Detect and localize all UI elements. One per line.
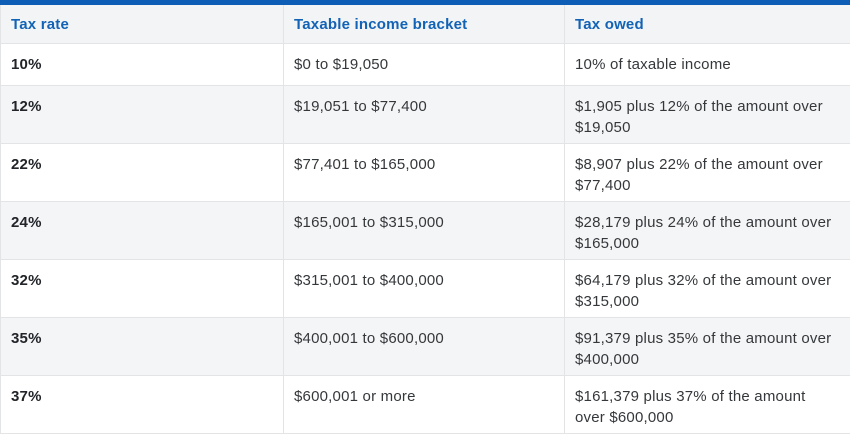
table-row: 37% $600,001 or more $161,379 plus 37% o…: [0, 375, 850, 434]
table-row: 32% $315,001 to $400,000 $64,179 plus 32…: [0, 259, 850, 318]
tax-rate-cell: 32%: [0, 259, 284, 318]
tax-owed-cell: $161,379 plus 37% of the amount over $60…: [564, 375, 850, 434]
tax-rate-cell: 10%: [0, 43, 284, 86]
income-bracket-cell: $400,001 to $600,000: [283, 317, 565, 376]
tax-rate-cell: 24%: [0, 201, 284, 260]
income-bracket-cell: $0 to $19,050: [283, 43, 565, 86]
table-row: 10% $0 to $19,050 10% of taxable income: [0, 43, 850, 86]
table-row: 24% $165,001 to $315,000 $28,179 plus 24…: [0, 201, 850, 260]
income-bracket-cell: $600,001 or more: [283, 375, 565, 434]
tax-rate-cell: 12%: [0, 85, 284, 144]
income-bracket-cell: $19,051 to $77,400: [283, 85, 565, 144]
tax-rate-cell: 35%: [0, 317, 284, 376]
tax-owed-cell: $1,905 plus 12% of the amount over $19,0…: [564, 85, 850, 144]
table-row: 35% $400,001 to $600,000 $91,379 plus 35…: [0, 317, 850, 376]
table-row: 12% $19,051 to $77,400 $1,905 plus 12% o…: [0, 85, 850, 144]
income-bracket-cell: $165,001 to $315,000: [283, 201, 565, 260]
table-body: 10% $0 to $19,050 10% of taxable income …: [0, 43, 850, 434]
income-bracket-cell: $77,401 to $165,000: [283, 143, 565, 202]
column-header-income-bracket: Taxable income bracket: [283, 0, 565, 44]
income-bracket-cell: $315,001 to $400,000: [283, 259, 565, 318]
tax-owed-cell: 10% of taxable income: [564, 43, 850, 86]
column-header-tax-owed: Tax owed: [564, 0, 850, 44]
tax-owed-cell: $8,907 plus 22% of the amount over $77,4…: [564, 143, 850, 202]
column-header-tax-rate: Tax rate: [0, 0, 284, 44]
tax-rate-cell: 22%: [0, 143, 284, 202]
tax-owed-cell: $64,179 plus 32% of the amount over $315…: [564, 259, 850, 318]
table-row: 22% $77,401 to $165,000 $8,907 plus 22% …: [0, 143, 850, 202]
table-header: Tax rate Taxable income bracket Tax owed: [0, 0, 850, 44]
tax-owed-cell: $28,179 plus 24% of the amount over $165…: [564, 201, 850, 260]
header-row: Tax rate Taxable income bracket Tax owed: [0, 0, 850, 44]
tax-owed-cell: $91,379 plus 35% of the amount over $400…: [564, 317, 850, 376]
tax-rate-cell: 37%: [0, 375, 284, 434]
